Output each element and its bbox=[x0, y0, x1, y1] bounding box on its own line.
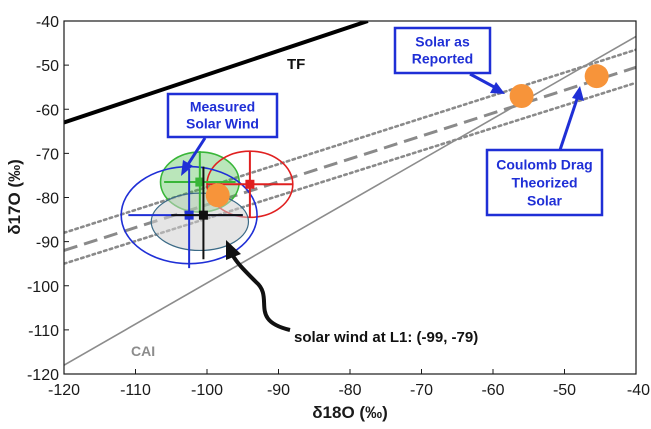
coulomb-drag-label-box bbox=[485, 148, 604, 217]
x-tick-label: -100 bbox=[191, 382, 223, 399]
coulomb-arrow-head bbox=[572, 86, 584, 101]
y-tick-label: -120 bbox=[27, 367, 59, 384]
x-tick-label: -120 bbox=[48, 382, 80, 399]
x-tick-label: -40 bbox=[627, 382, 650, 399]
measured-solar-wind-label-text-line: Measured bbox=[190, 99, 255, 115]
dotted-bound-line bbox=[64, 48, 636, 235]
coulomb-drag-label-text-line: Theorized bbox=[511, 175, 577, 191]
dashed-fit-line bbox=[64, 65, 636, 252]
green-marker bbox=[195, 177, 205, 187]
y-tick-label: -60 bbox=[36, 102, 59, 119]
x-tick-label: -60 bbox=[481, 382, 504, 399]
l1-arrow-head bbox=[226, 240, 241, 260]
solar-wind-l1-label: solar wind at L1: (-99, -79) bbox=[294, 329, 478, 346]
black-marker bbox=[198, 210, 208, 220]
coulomb-drag-label-text-line: Coulomb Drag bbox=[496, 157, 592, 173]
plot-area bbox=[64, 21, 636, 366]
y-tick-label: -50 bbox=[36, 58, 59, 75]
solar-as-reported-label-box bbox=[393, 26, 492, 75]
y-tick-label: -40 bbox=[36, 14, 59, 31]
y-tick-label: -70 bbox=[36, 146, 59, 163]
reported-arrow-head bbox=[490, 82, 505, 94]
x-tick-label: -90 bbox=[267, 382, 290, 399]
x-axis-ticks: -120 -110 -100 -90 -80 -70 -60 -50 -40 bbox=[48, 369, 650, 399]
orange-point-1 bbox=[205, 183, 230, 208]
coulomb-drag-label-text-line: Solar bbox=[527, 193, 563, 209]
measured-solar-wind-label-text-line: Solar Wind bbox=[186, 116, 259, 132]
cai-line bbox=[64, 35, 636, 366]
l1-curved-arrow bbox=[230, 253, 291, 332]
y-axis-ticks: -40 -50 -60 -70 -80 -90 -100 -110 -120 bbox=[27, 14, 69, 384]
x-tick-label: -70 bbox=[410, 382, 433, 399]
solar-as-reported-label-text-line: Solar as bbox=[415, 34, 470, 50]
measured-arrow-head bbox=[181, 160, 193, 176]
x-tick-label: -80 bbox=[338, 382, 361, 399]
orange-point-3 bbox=[584, 64, 609, 89]
measured-arrow bbox=[185, 137, 207, 167]
cai-label: CAI bbox=[131, 343, 155, 359]
dotted-bound-line bbox=[64, 81, 636, 265]
y-tick-label: -100 bbox=[27, 279, 59, 296]
y-tick-label: -80 bbox=[36, 191, 59, 208]
y-axis-title: δ17O (‰) bbox=[5, 159, 24, 235]
x-tick-label: -110 bbox=[120, 382, 151, 399]
orange-point-2 bbox=[509, 84, 534, 109]
x-tick-label: -50 bbox=[553, 382, 576, 399]
measured-solar-wind-label-box bbox=[166, 92, 279, 139]
solar-as-reported-label-text-line: Reported bbox=[412, 51, 473, 67]
reported-arrow bbox=[469, 72, 497, 90]
coulomb-arrow bbox=[558, 95, 580, 151]
y-tick-label: -90 bbox=[36, 235, 59, 252]
y-tick-label: -110 bbox=[28, 323, 59, 340]
tf-label: TF bbox=[287, 56, 305, 73]
tf-line bbox=[64, 21, 369, 125]
x-axis-title: δ18O (‰) bbox=[312, 403, 388, 422]
red-marker bbox=[245, 179, 255, 189]
